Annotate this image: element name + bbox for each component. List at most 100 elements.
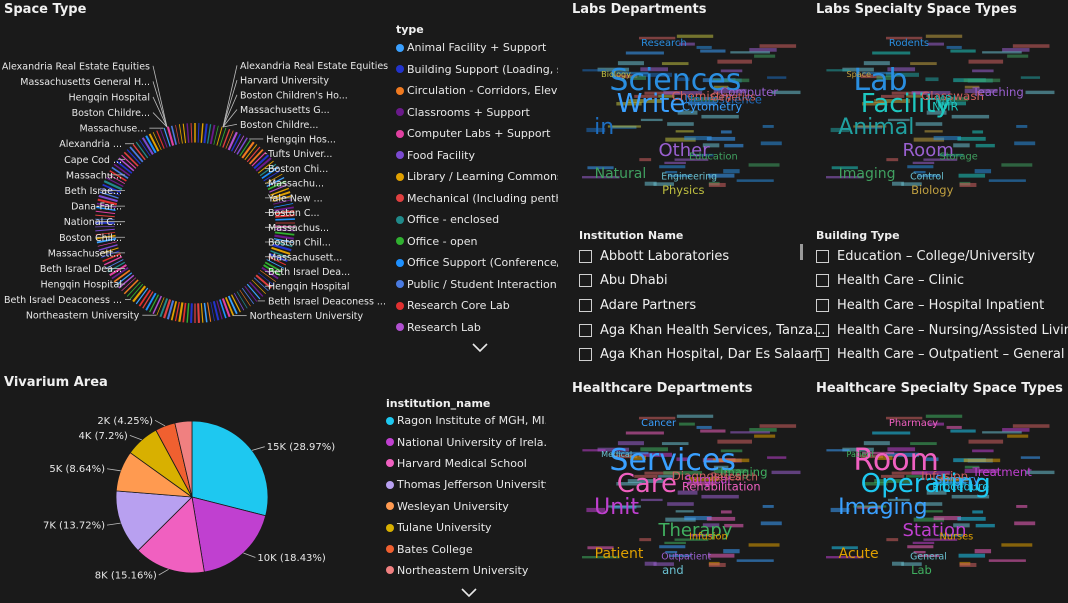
wordcloud-word[interactable]: Imaging	[838, 495, 927, 520]
wordcloud-word[interactable]: MRI	[935, 92, 956, 106]
space-type-donut-chart[interactable]: Alexandria Real Estate Equities Harvard U…	[0, 40, 390, 380]
donut-segment[interactable]	[248, 281, 264, 297]
donut-segment[interactable]	[251, 279, 266, 294]
donut-segment[interactable]	[123, 279, 139, 295]
donut-segment[interactable]	[244, 285, 258, 302]
donut-segment[interactable]	[273, 234, 294, 240]
donut-segment[interactable]	[182, 123, 187, 144]
slicer-option[interactable]: Abbott Laboratories	[579, 244, 804, 269]
donut-segment[interactable]	[246, 146, 261, 163]
donut-segment[interactable]	[268, 184, 288, 193]
donut-segment[interactable]	[129, 146, 144, 163]
donut-segment[interactable]	[269, 187, 290, 196]
wordcloud-word[interactable]: Imaging	[839, 166, 896, 182]
donut-segment[interactable]	[98, 194, 119, 203]
wordcloud-word[interactable]: General	[910, 552, 947, 563]
legend-item[interactable]: Mechanical (Including penth...	[396, 188, 558, 210]
donut-segment[interactable]	[233, 292, 245, 311]
checkbox[interactable]	[579, 348, 592, 362]
donut-segment[interactable]	[225, 130, 234, 150]
wordcloud-word[interactable]: Infusion	[689, 531, 728, 542]
donut-segment[interactable]	[107, 261, 126, 273]
donut-segment[interactable]	[96, 206, 117, 212]
donut-segment[interactable]	[209, 124, 216, 145]
donut-segment[interactable]	[139, 139, 151, 157]
slicer-option[interactable]: Abu Dhabi	[579, 269, 804, 294]
wordcloud-word[interactable]: Cytometry	[682, 99, 742, 113]
wordcloud-word[interactable]: Space	[847, 70, 872, 79]
donut-segment[interactable]	[99, 191, 120, 199]
legend-item[interactable]: National University of Irela...	[386, 431, 546, 452]
donut-segment[interactable]	[148, 133, 160, 153]
wordcloud-word[interactable]: Research	[711, 471, 758, 483]
checkbox[interactable]	[579, 323, 592, 337]
donut-segment[interactable]	[101, 250, 121, 259]
donut-segment[interactable]	[170, 125, 178, 146]
donut-segment[interactable]	[113, 163, 131, 177]
donut-segment[interactable]	[190, 123, 193, 144]
wordcloud-word[interactable]: Diagnostics	[672, 469, 741, 483]
pie-slice[interactable]	[115, 490, 193, 552]
wordcloud-word[interactable]: Neuroscience	[685, 92, 762, 106]
wordcloud-word[interactable]: Therapy	[657, 520, 732, 541]
donut-segment[interactable]	[251, 151, 267, 167]
donut-segment[interactable]	[268, 252, 288, 263]
donut-segment[interactable]	[107, 173, 126, 185]
donut-segment[interactable]	[266, 258, 285, 269]
donut-segment[interactable]	[257, 160, 274, 174]
wordcloud-word[interactable]: and	[662, 563, 684, 577]
legend-more-arrow-icon[interactable]	[472, 343, 488, 353]
donut-segment[interactable]	[174, 301, 181, 322]
donut-segment[interactable]	[213, 125, 219, 146]
wordcloud-word[interactable]: Surgery	[935, 472, 980, 486]
legend-item[interactable]: Research Lab	[396, 317, 558, 339]
donut-segment[interactable]	[152, 132, 162, 151]
donut-segment[interactable]	[97, 241, 118, 247]
wordcloud-word[interactable]: Glasswash	[921, 89, 984, 103]
donut-segment[interactable]	[253, 154, 270, 170]
donut-segment[interactable]	[239, 139, 251, 157]
donut-segment[interactable]	[118, 274, 135, 289]
wordcloud-word[interactable]: Unit	[594, 495, 639, 520]
wordcloud-word[interactable]: Outpatient	[661, 552, 711, 563]
donut-segment[interactable]	[236, 137, 248, 156]
donut-segment[interactable]	[190, 302, 193, 323]
wordcloud-word[interactable]: Biology	[911, 183, 953, 197]
checkbox[interactable]	[816, 323, 829, 337]
donut-segment[interactable]	[265, 177, 285, 188]
pie-slice[interactable]	[137, 496, 205, 574]
donut-segment[interactable]	[257, 272, 274, 286]
wordcloud-word[interactable]: Teaching	[971, 85, 1023, 99]
donut-segment[interactable]	[241, 287, 255, 305]
donut-segment[interactable]	[170, 300, 178, 321]
slicer-option[interactable]: Aga Khan Health Services, Tanza...	[579, 318, 825, 343]
donut-segment[interactable]	[264, 261, 283, 273]
donut-segment[interactable]	[118, 157, 135, 172]
donut-segment[interactable]	[103, 255, 123, 266]
donut-segment[interactable]	[121, 154, 137, 170]
donut-segment[interactable]	[273, 206, 294, 212]
wordcloud-word[interactable]: Patient	[595, 546, 644, 562]
donut-segment[interactable]	[182, 302, 187, 323]
donut-segment[interactable]	[101, 187, 121, 196]
checkbox[interactable]	[816, 348, 829, 362]
donut-segment[interactable]	[274, 225, 295, 228]
legend-more-arrow-icon[interactable]	[461, 588, 477, 598]
slicer-option[interactable]: Health Care – Clinic	[816, 269, 1066, 294]
donut-segment[interactable]	[236, 291, 248, 309]
donut-segment[interactable]	[267, 256, 287, 266]
donut-segment[interactable]	[222, 128, 231, 149]
institution-slicer-scrollbar[interactable]	[800, 244, 803, 260]
donut-segment[interactable]	[103, 180, 123, 191]
legend-item[interactable]: Public / Student Interaction	[396, 274, 558, 296]
donut-segment[interactable]	[95, 218, 116, 221]
wordcloud-word[interactable]: Room	[853, 443, 938, 478]
donut-segment[interactable]	[206, 301, 212, 322]
donut-segment[interactable]	[95, 228, 116, 232]
wordcloud-word[interactable]: Sciences	[609, 63, 741, 98]
donut-segment[interactable]	[241, 141, 255, 159]
wordcloud-word[interactable]: Natural	[595, 166, 647, 182]
wordcloud-word[interactable]: Rehabilitation	[682, 479, 761, 493]
donut-segment[interactable]	[221, 297, 231, 318]
